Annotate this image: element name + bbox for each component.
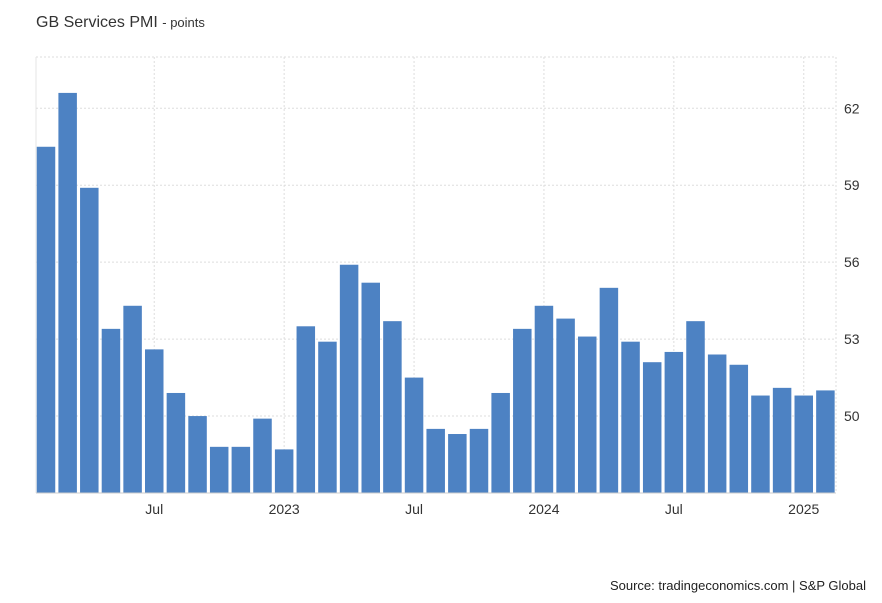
x-tick-label: 2025 — [788, 501, 819, 517]
y-tick-label: 59 — [844, 177, 860, 193]
bar-oct-2022 — [209, 446, 229, 493]
bar-aug-2024 — [686, 321, 705, 493]
bar-oct-2024 — [729, 364, 749, 493]
bar-may-2022 — [101, 328, 121, 493]
chart-title-text: GB Services PMI — [36, 14, 158, 31]
y-tick-label: 53 — [844, 331, 860, 347]
x-tick-label: Jul — [145, 501, 163, 517]
x-tick-label: 2024 — [528, 501, 559, 517]
bar-mar-2022 — [58, 92, 77, 493]
bar-aug-2023 — [426, 428, 445, 493]
chart-title: GB Services PMI - points — [36, 14, 205, 32]
bar-dec-2023 — [513, 328, 532, 493]
x-tick-label: Jul — [405, 501, 423, 517]
bar-mar-2024 — [578, 336, 597, 493]
bar-may-2024 — [621, 341, 640, 493]
bar-dec-2024 — [772, 387, 792, 493]
x-tick-label: 2023 — [269, 501, 300, 517]
bar-apr-2024 — [599, 287, 619, 493]
bar-jun-2024 — [642, 362, 662, 493]
chart-source: Source: tradingeconomics.com | S&P Globa… — [609, 578, 866, 593]
bar-may-2023 — [361, 282, 380, 493]
y-tick-label: 62 — [844, 100, 860, 116]
x-tick-label: Jul — [665, 501, 683, 517]
bar-jun-2022 — [123, 305, 142, 493]
bar-sep-2023 — [448, 434, 467, 493]
bar-oct-2023 — [469, 428, 489, 493]
bar-sep-2022 — [188, 416, 207, 493]
bar-apr-2022 — [80, 187, 99, 494]
chart-unit: - points — [162, 15, 205, 30]
bar-jan-2023 — [274, 449, 294, 493]
bar-apr-2023 — [339, 264, 359, 493]
y-tick-label: 50 — [844, 408, 860, 424]
bar-sep-2024 — [707, 354, 727, 493]
bar-dec-2022 — [253, 418, 272, 493]
bar-nov-2024 — [751, 395, 770, 493]
bar-jan-2025 — [794, 395, 813, 493]
bar-nov-2022 — [231, 446, 251, 493]
bar-feb-2025 — [816, 390, 835, 493]
bar-mar-2023 — [318, 341, 337, 493]
bar-jun-2023 — [383, 321, 402, 493]
bar-feb-2022 — [36, 146, 56, 493]
bar-aug-2022 — [166, 392, 186, 493]
bar-jan-2024 — [534, 305, 554, 493]
bar-jul-2024 — [664, 351, 684, 493]
bar-jul-2023 — [404, 377, 424, 493]
bar-feb-2024 — [556, 318, 575, 493]
y-tick-label: 56 — [844, 254, 860, 270]
bar-jul-2022 — [145, 349, 164, 493]
bar-nov-2023 — [491, 392, 510, 493]
bar-feb-2023 — [296, 326, 316, 493]
